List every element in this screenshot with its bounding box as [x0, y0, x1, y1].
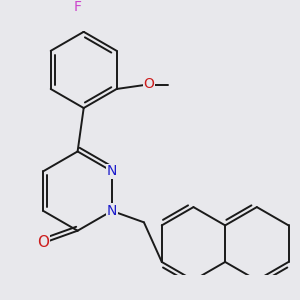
Text: O: O: [143, 76, 154, 91]
Text: N: N: [107, 204, 117, 218]
Text: O: O: [37, 235, 49, 250]
Text: F: F: [74, 0, 82, 14]
Text: N: N: [107, 164, 117, 178]
